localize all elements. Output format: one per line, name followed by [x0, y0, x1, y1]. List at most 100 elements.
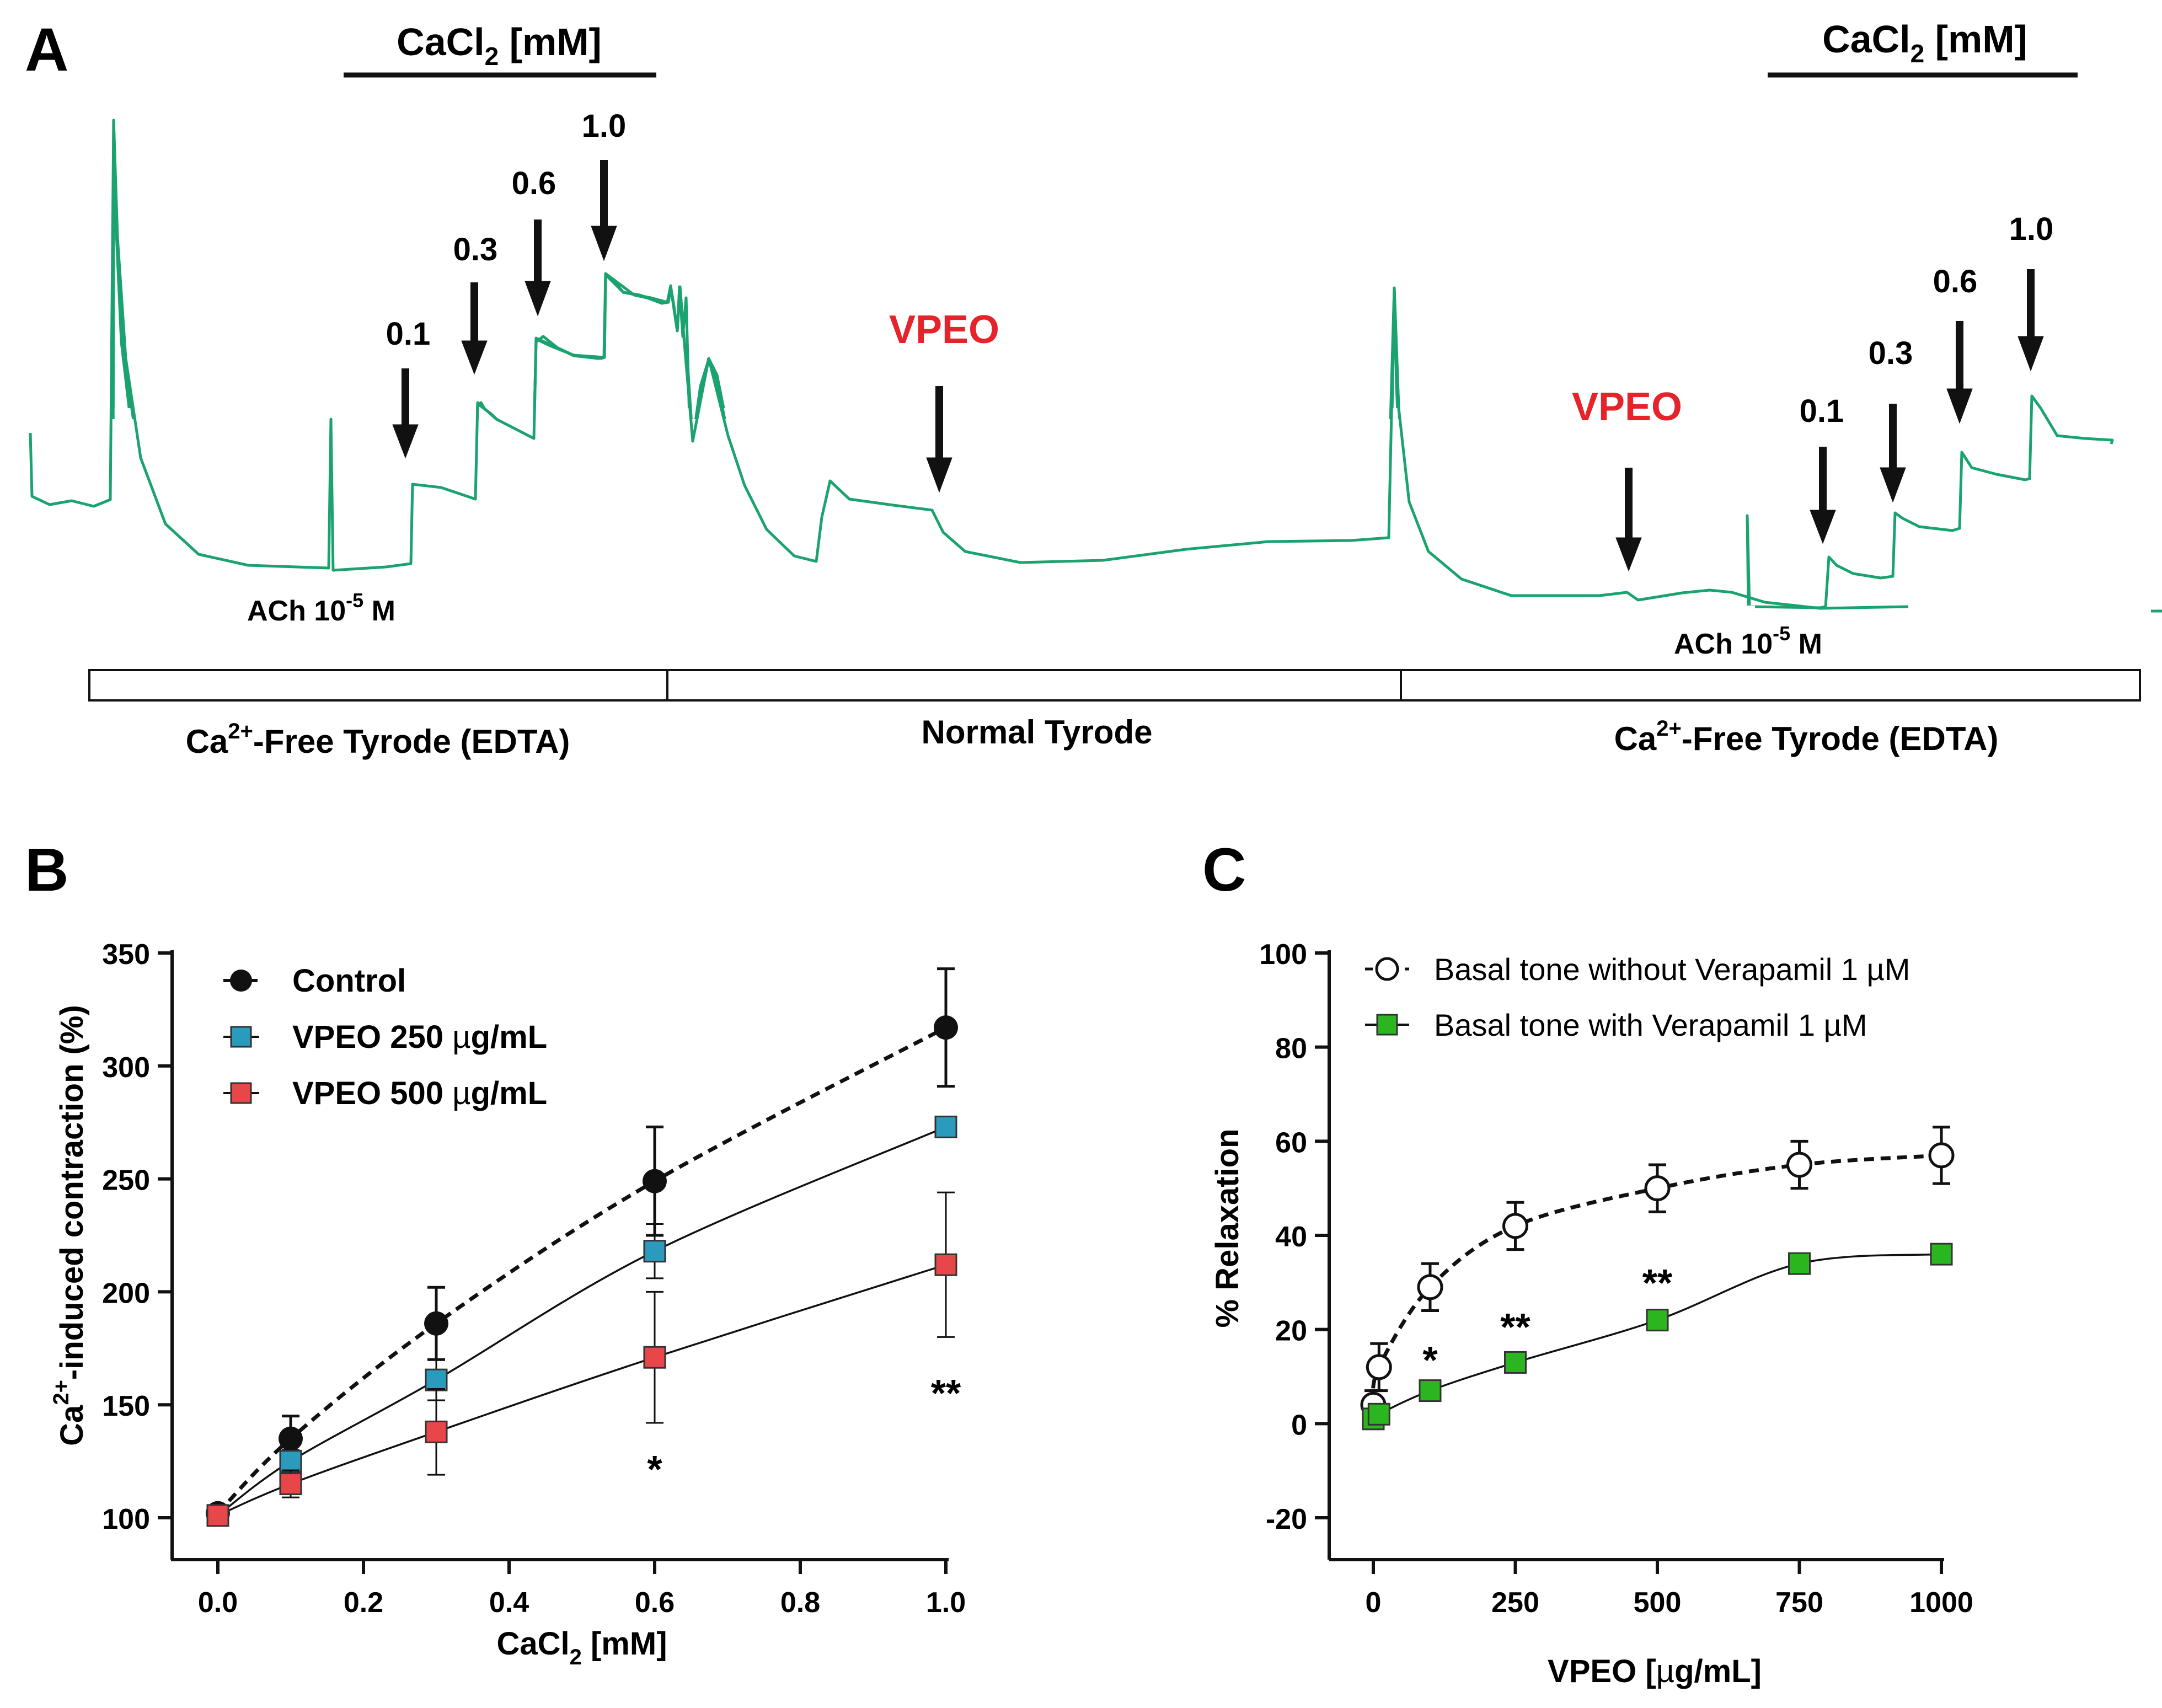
legend-b-vpeo500-marker — [230, 1082, 252, 1104]
x-tick-label: 0.4 — [489, 1587, 529, 1619]
data-point — [934, 1253, 957, 1276]
ach-label-right: ACh 10-5 M — [1674, 622, 1822, 660]
series-1 — [1362, 1243, 1953, 1431]
legend-b-control-label: Control — [292, 963, 406, 999]
data-point — [934, 1115, 957, 1138]
x-tick-label: 0 — [1366, 1587, 1382, 1619]
arrow-right-0.1 — [1810, 510, 1836, 544]
data-point — [934, 1015, 958, 1040]
x-tick-label: 1000 — [1909, 1587, 1973, 1619]
data-point — [1419, 1379, 1442, 1402]
significance-label: ** — [1642, 1261, 1673, 1304]
arrow-right-1.0 — [2017, 336, 2044, 372]
x-tick-label: 0.0 — [198, 1587, 238, 1619]
data-point — [1930, 1243, 1953, 1266]
tension-trace-end — [1746, 394, 2114, 609]
y-tick-label: 350 — [102, 939, 150, 971]
cacl2-label-right: CaCl2 [mM] — [1822, 18, 2027, 68]
chart-b-ylabel: Ca2+-induced contraction (%) — [49, 1005, 90, 1446]
y-tick-label: 200 — [102, 1277, 150, 1309]
data-point — [279, 1450, 302, 1473]
y-tick-label: 250 — [102, 1165, 150, 1197]
ach-label-left: ACh 10-5 M — [247, 589, 395, 627]
panel-c-label: C — [1202, 836, 1246, 904]
buffer-box-right — [1400, 669, 2141, 702]
significance-label: ** — [931, 1372, 961, 1415]
legend-c-with-label: Basal tone with Verapamil 1 µM — [1434, 1008, 1867, 1042]
series-line — [1371, 1153, 1942, 1405]
data-point — [1367, 1402, 1390, 1426]
series-0 — [1360, 1126, 1955, 1421]
data-point — [1928, 1142, 1955, 1169]
chart-c-xlabel: VPEO [µg/mL] — [1548, 1653, 1762, 1689]
label-left-1.0: 1.0 — [582, 108, 627, 144]
chart-b-xlabel: CaCl2 [mM] — [496, 1626, 667, 1669]
data-point — [1502, 1213, 1528, 1239]
panel-a-label: A — [25, 16, 68, 84]
y-tick-label: 100 — [1259, 939, 1307, 971]
data-point — [1788, 1252, 1811, 1275]
legend-b-vpeo250-label: VPEO 250 µg/mL — [292, 1019, 547, 1055]
series-line — [1372, 1253, 1942, 1420]
y-tick-label: 20 — [1275, 1315, 1307, 1347]
data-point — [1646, 1309, 1669, 1332]
label-right-1.0: 1.0 — [2009, 211, 2054, 247]
arrow-vpeo-left — [926, 457, 952, 493]
x-tick-label: 250 — [1491, 1587, 1539, 1619]
buffer-bar: Ca2+-Free Tyrode (EDTA) Normal Tyrode Ca… — [88, 669, 2141, 760]
y-tick-label: 60 — [1275, 1127, 1307, 1159]
data-point — [1417, 1274, 1443, 1300]
legend-b-vpeo250-marker — [230, 1026, 252, 1048]
data-point — [1786, 1152, 1812, 1178]
y-tick-label: 80 — [1275, 1033, 1307, 1065]
arrows-a — [392, 160, 2044, 572]
arrow-left-1.0 — [591, 226, 617, 261]
y-tick-label: 150 — [102, 1390, 150, 1422]
legend-c: Basal tone without Verapamil 1 µM Basal … — [1365, 952, 1910, 1042]
y-tick-label: 100 — [102, 1503, 150, 1535]
panel-b-label: B — [25, 836, 68, 904]
label-vpeo-right: VPEO — [1572, 385, 1682, 429]
buffer-box-mid — [666, 669, 1402, 702]
data-point — [425, 1368, 448, 1391]
arrow-right-0.6 — [1946, 388, 1973, 424]
label-right-0.1: 0.1 — [1800, 393, 1844, 429]
buffer-label-mid: Normal Tyrode — [922, 714, 1153, 751]
data-point — [279, 1473, 302, 1496]
x-tick-label: 1.0 — [926, 1587, 966, 1619]
series-2 — [206, 1191, 957, 1527]
label-left-0.3: 0.3 — [453, 232, 498, 267]
significance-label: * — [647, 1448, 662, 1491]
label-right-0.6: 0.6 — [1933, 264, 1978, 299]
legend-b-control-marker — [230, 970, 252, 992]
data-point — [206, 1504, 229, 1527]
buffer-label-right: Ca2+-Free Tyrode (EDTA) — [1614, 716, 1999, 757]
label-vpeo-left: VPEO — [889, 308, 999, 352]
arrow-left-0.6 — [525, 281, 551, 317]
significance-label: ** — [1500, 1305, 1530, 1348]
data-point — [643, 1346, 666, 1369]
y-tick-label: 300 — [102, 1052, 150, 1084]
arrow-left-0.3 — [461, 340, 488, 375]
x-tick-label: 0.6 — [635, 1587, 675, 1619]
x-tick-label: 750 — [1775, 1587, 1823, 1619]
trace-final — [29, 119, 1909, 610]
data-point — [1504, 1351, 1527, 1374]
arrow-labels-a: 0.1 0.3 0.6 1.0 VPEO VPEO 0.1 0.3 0.6 1.… — [247, 108, 2053, 660]
data-point — [1366, 1354, 1392, 1380]
data-point — [643, 1169, 667, 1193]
data-point — [425, 1420, 448, 1443]
arrow-vpeo-right — [1615, 537, 1642, 572]
cacl2-label-left: CaCl2 [mM] — [397, 20, 602, 71]
data-point — [643, 1240, 666, 1263]
data-point — [424, 1311, 448, 1336]
label-left-0.6: 0.6 — [512, 165, 556, 201]
buffer-label-left: Ca2+-Free Tyrode (EDTA) — [186, 719, 570, 760]
arrow-right-0.3 — [1880, 467, 1906, 503]
legend-c-with-marker — [1376, 1014, 1398, 1036]
